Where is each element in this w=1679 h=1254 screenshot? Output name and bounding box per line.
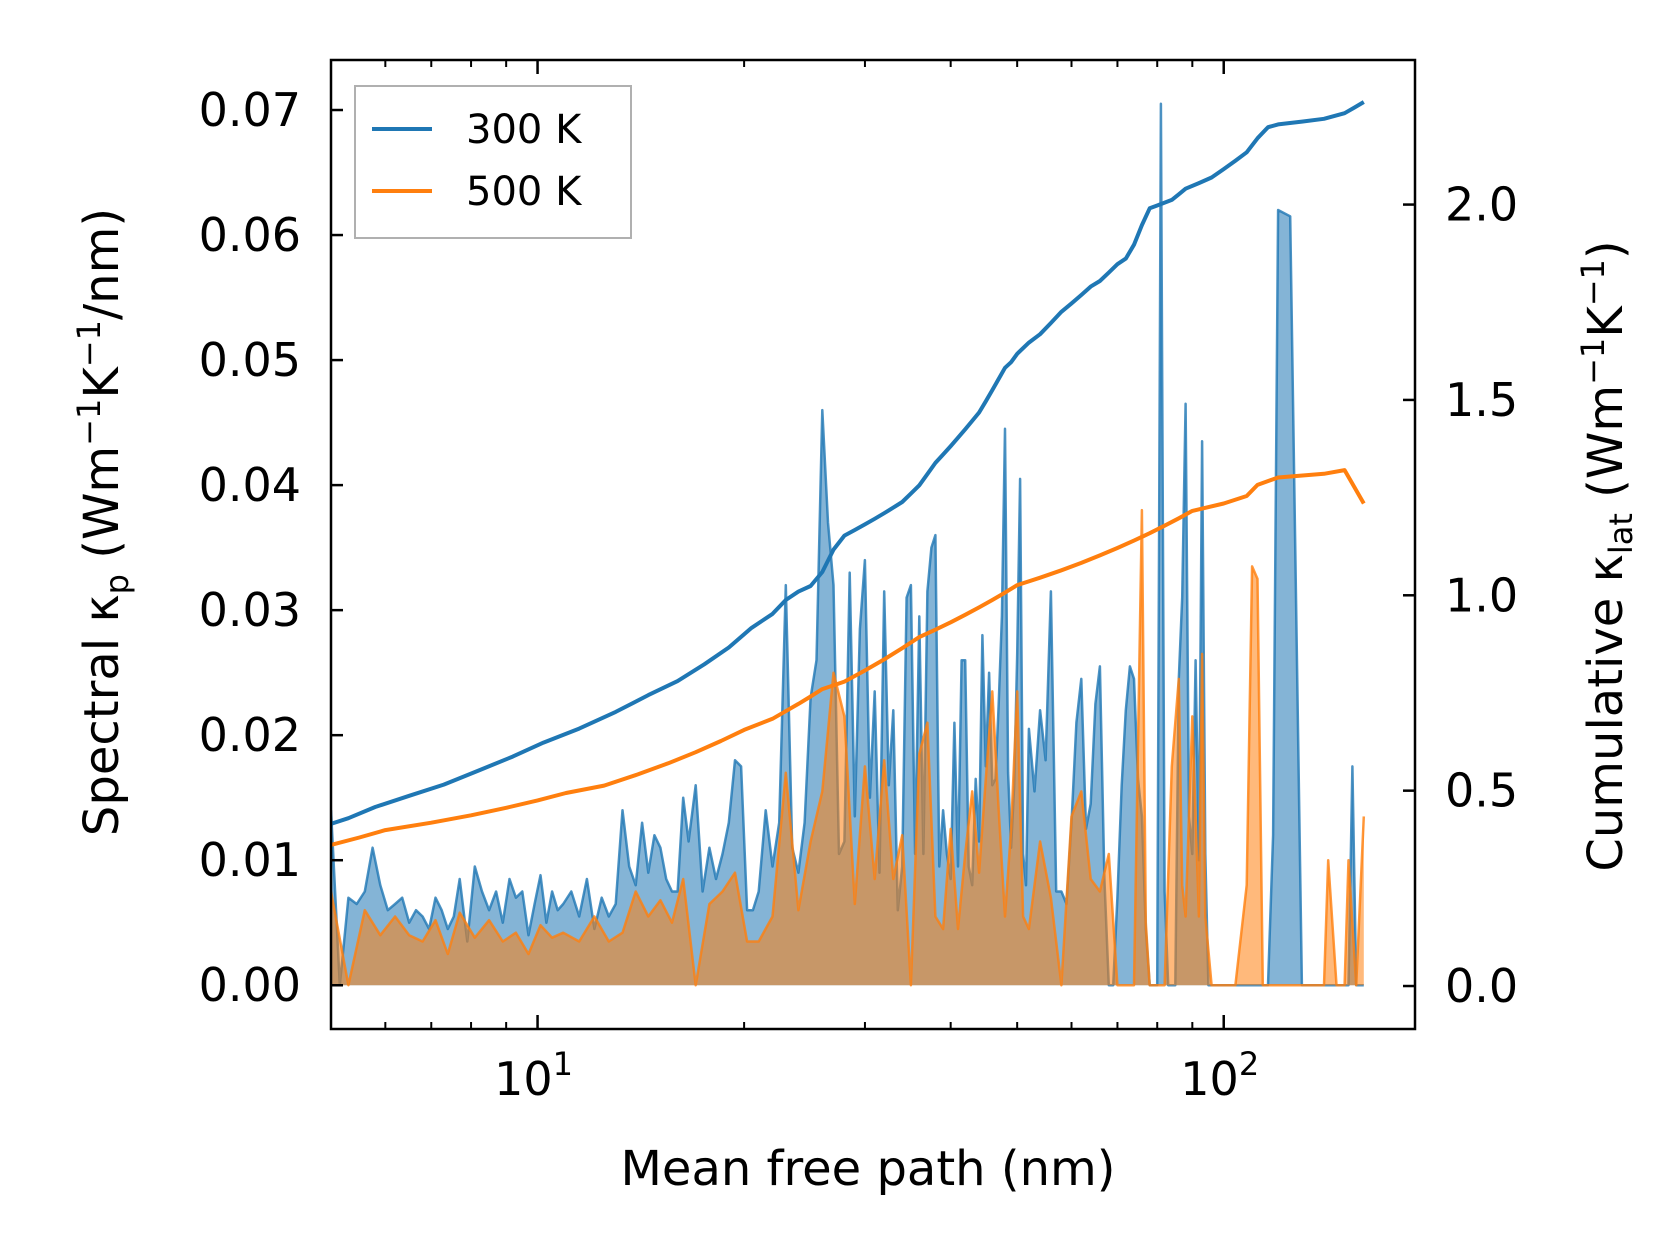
spectral-500k-fill	[331, 510, 1364, 986]
spectral-300k-outline	[331, 102, 1364, 987]
x-tick-label: 101	[494, 1045, 573, 1106]
series-group	[331, 100, 1366, 987]
left-tick-label: 0.00	[199, 958, 301, 1012]
left-tick-label: 0.03	[199, 583, 301, 637]
left-tick-label: 0.01	[199, 833, 301, 887]
right-tick-label: 2.0	[1445, 178, 1518, 232]
cumulative-300k-line	[331, 100, 1365, 826]
legend-box	[354, 85, 632, 239]
legend-label-300k: 300 K	[466, 107, 583, 153]
x-axis-title: Mean free path (nm)	[621, 1141, 1116, 1197]
left-tick-label: 0.02	[199, 708, 301, 762]
right-axis-title: Cumulative κlat (Wm−1K−1)	[1574, 240, 1640, 871]
plot-area: 0.00 0.01 0.02 0.03 0.04 0.05 0.06 0.07 0.0 0.5 1.…	[199, 58, 1518, 1106]
left-tick-label: 0.05	[199, 333, 301, 387]
right-tick-label: 1.5	[1445, 373, 1518, 427]
right-tick-label: 1.0	[1445, 568, 1518, 622]
plot-frame	[329, 58, 1417, 1031]
legend-label-500k: 500 K	[466, 169, 583, 215]
left-tick-label: 0.07	[199, 83, 301, 137]
left-tick-label: 0.06	[199, 208, 301, 262]
legend: 300 K 500 K	[354, 85, 632, 239]
right-tick-label: 0.0	[1445, 959, 1518, 1013]
left-axis-title: Spectral κp (Wm−1K−1/nm)	[70, 208, 136, 836]
right-tick-label: 0.5	[1445, 764, 1518, 818]
cumulative-500k-line	[331, 468, 1366, 847]
spectral-500k-outline	[331, 508, 1366, 987]
left-tick-label: 0.04	[199, 458, 301, 512]
x-tick-label: 102	[1180, 1045, 1259, 1106]
